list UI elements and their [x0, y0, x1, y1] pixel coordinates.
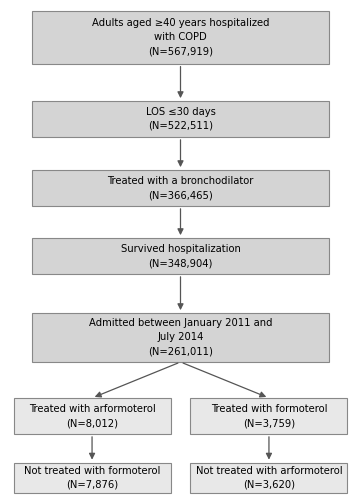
Text: (N=3,620): (N=3,620)	[243, 480, 295, 490]
Text: Not treated with arformoterol: Not treated with arformoterol	[196, 466, 342, 475]
Text: (N=567,919): (N=567,919)	[148, 46, 213, 56]
Text: Admitted between January 2011 and: Admitted between January 2011 and	[89, 318, 272, 328]
FancyBboxPatch shape	[32, 11, 329, 64]
Text: with COPD: with COPD	[154, 32, 207, 42]
FancyBboxPatch shape	[191, 462, 347, 492]
Text: Treated with a bronchodilator: Treated with a bronchodilator	[107, 176, 254, 186]
Text: (N=348,904): (N=348,904)	[148, 258, 213, 268]
FancyBboxPatch shape	[14, 462, 171, 492]
Text: (N=522,511): (N=522,511)	[148, 121, 213, 131]
FancyBboxPatch shape	[32, 101, 329, 137]
Text: (N=261,011): (N=261,011)	[148, 346, 213, 356]
Text: Survived hospitalization: Survived hospitalization	[121, 244, 240, 254]
FancyBboxPatch shape	[32, 170, 329, 206]
Text: (N=8,012): (N=8,012)	[66, 418, 118, 428]
FancyBboxPatch shape	[32, 313, 329, 362]
FancyBboxPatch shape	[191, 398, 347, 434]
Text: July 2014: July 2014	[157, 332, 204, 342]
Text: (N=366,465): (N=366,465)	[148, 190, 213, 200]
FancyBboxPatch shape	[32, 238, 329, 274]
FancyBboxPatch shape	[14, 398, 171, 434]
Text: (N=7,876): (N=7,876)	[66, 480, 118, 490]
Text: Not treated with formoterol: Not treated with formoterol	[24, 466, 160, 475]
Text: (N=3,759): (N=3,759)	[243, 418, 295, 428]
Text: Adults aged ≥40 years hospitalized: Adults aged ≥40 years hospitalized	[92, 18, 269, 28]
Text: LOS ≤30 days: LOS ≤30 days	[145, 107, 216, 117]
Text: Treated with formoterol: Treated with formoterol	[211, 404, 327, 414]
Text: Treated with arformoterol: Treated with arformoterol	[29, 404, 156, 414]
